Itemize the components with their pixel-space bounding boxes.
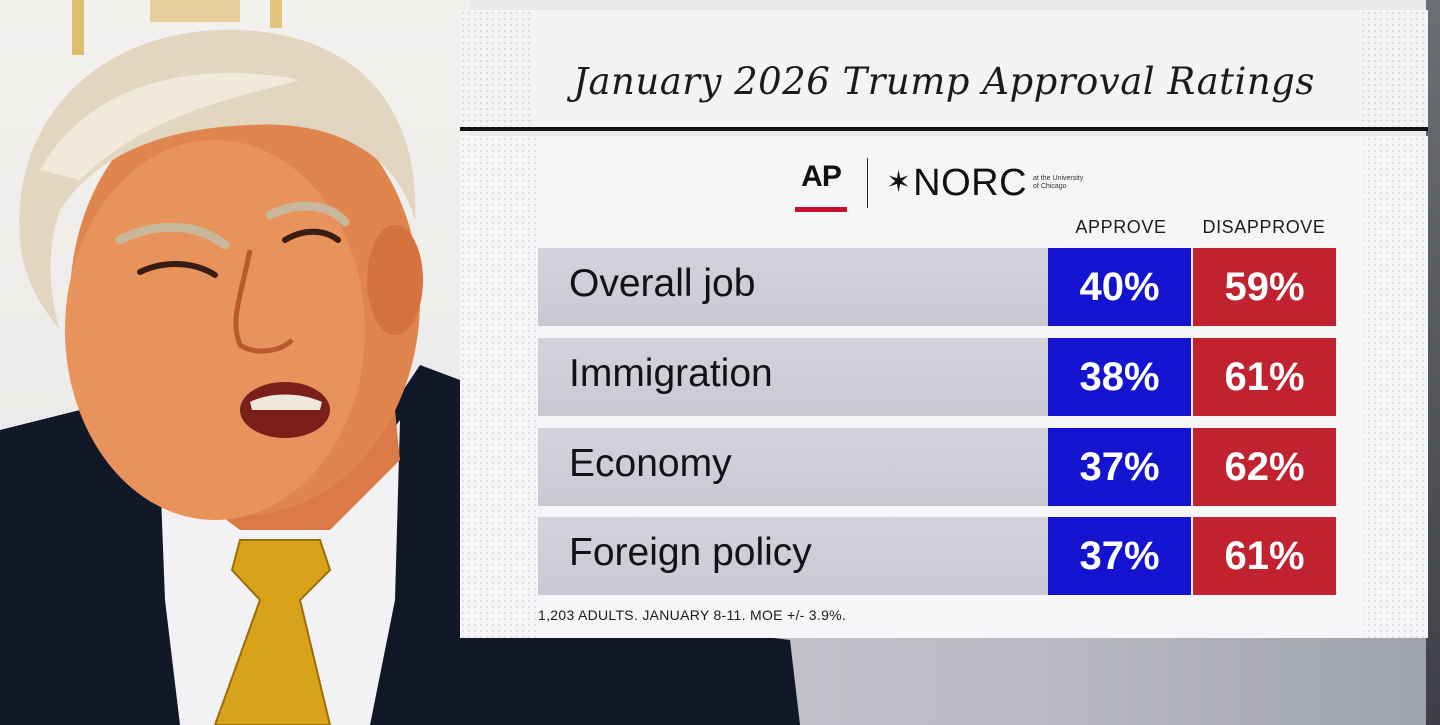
row-label-cell: Immigration — [538, 338, 1048, 416]
screen-edge — [1426, 0, 1440, 725]
row-label: Overall job — [569, 262, 756, 305]
portrait-photo — [0, 0, 800, 725]
footnote: 1,203 ADULTS. JANUARY 8-11. MOE +/- 3.9%… — [538, 607, 847, 623]
logo-divider — [867, 158, 868, 208]
chart-title: January 2026 Trump Approval Ratings — [573, 60, 1315, 103]
row-label: Economy — [569, 442, 732, 485]
title-bar: January 2026 Trump Approval Ratings — [460, 10, 1428, 128]
approve-value: 40% — [1048, 248, 1191, 326]
ap-logo: AP — [795, 154, 847, 212]
table-row: Economy 37% 62% — [538, 428, 1336, 506]
approve-column-header: APPROVE — [1075, 217, 1167, 237]
table-row: Foreign policy 37% 61% — [538, 517, 1336, 595]
approve-value: 37% — [1048, 428, 1191, 506]
row-label-cell: Foreign policy — [538, 517, 1048, 595]
disapprove-column-header: DISAPPROVE — [1202, 217, 1326, 237]
table-row: Overall job 40% 59% — [538, 248, 1336, 326]
title-divider — [460, 127, 1428, 131]
norc-logo-text: NORC — [913, 161, 1028, 204]
approve-value: 37% — [1048, 517, 1191, 595]
norc-star-icon: ✶ — [886, 166, 912, 199]
table-row: Immigration 38% 61% — [538, 338, 1336, 416]
ap-logo-underline — [795, 207, 847, 212]
approve-value: 38% — [1048, 338, 1191, 416]
row-label-cell: Economy — [538, 428, 1048, 506]
row-label: Foreign policy — [569, 531, 812, 574]
disapprove-value: 62% — [1193, 428, 1336, 506]
disapprove-value: 61% — [1193, 338, 1336, 416]
row-label: Immigration — [569, 352, 773, 395]
ap-logo-text: AP — [801, 160, 842, 193]
source-logos: AP ✶ NORC at the University of Chicago — [795, 152, 1085, 214]
row-label-cell: Overall job — [538, 248, 1048, 326]
disapprove-value: 61% — [1193, 517, 1336, 595]
norc-logo-subtitle: at the University of Chicago — [1033, 175, 1084, 190]
disapprove-value: 59% — [1193, 248, 1336, 326]
